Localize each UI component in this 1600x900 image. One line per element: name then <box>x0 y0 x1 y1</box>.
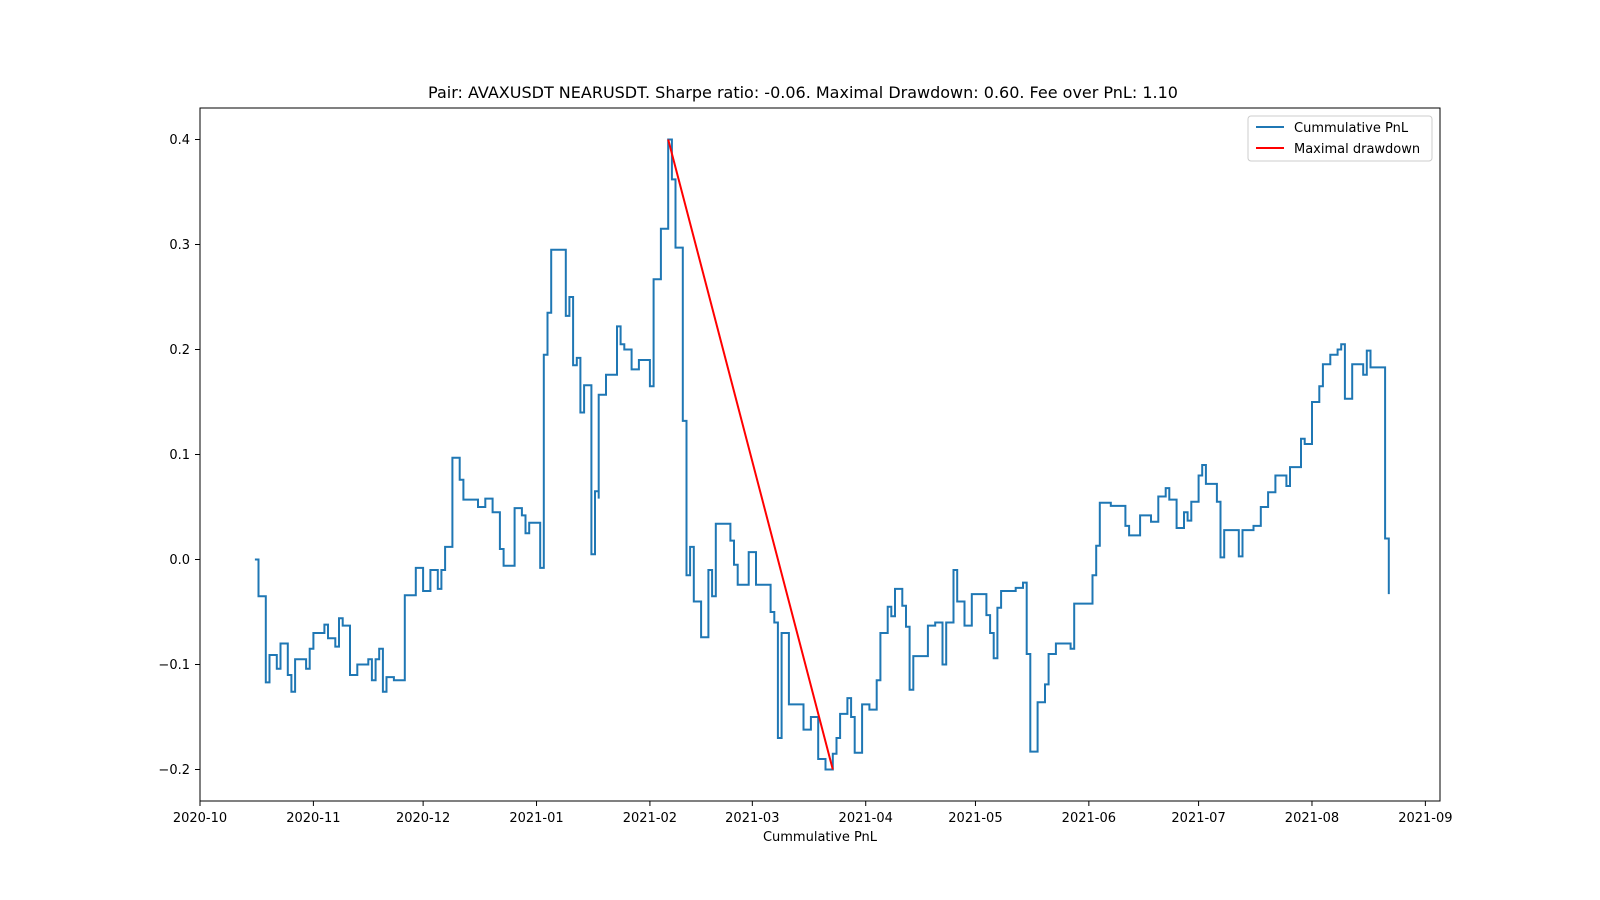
x-axis-label: Cummulative PnL <box>763 830 878 845</box>
x-tick-label: 2020-11 <box>286 811 340 826</box>
y-axis: −0.2 −0.1 0.0 0.1 0.2 0.3 0.4 <box>158 133 200 778</box>
y-tick-label: −0.1 <box>158 658 190 673</box>
y-tick-label: 0.1 <box>169 448 190 463</box>
legend-label-cumulative-pnl: Cummulative PnL <box>1294 121 1409 136</box>
series-line-maximal-drawdown <box>667 139 834 770</box>
legend: Cummulative PnL Maximal drawdown <box>1247 115 1433 162</box>
x-tick-label: 2020-10 <box>173 811 227 826</box>
x-tick-label: 2021-07 <box>1171 811 1225 826</box>
series-line-cumulative-pnl <box>254 138 1390 771</box>
chart-title: Pair: AVAXUSDT NEARUSDT. Sharpe ratio: -… <box>428 83 1178 102</box>
x-tick-label: 2020-12 <box>396 811 450 826</box>
x-tick-label: 2021-09 <box>1398 811 1452 826</box>
x-tick-label: 2021-06 <box>1062 811 1116 826</box>
legend-box <box>1247 115 1433 162</box>
y-tick-label: 0.2 <box>169 343 190 358</box>
x-axis: 2020-10 2020-11 2020-12 2021-01 2021-02 2021-… <box>173 801 1453 826</box>
x-tick-label: 2021-08 <box>1285 811 1339 826</box>
series-layer <box>254 138 1390 771</box>
x-tick-label: 2021-01 <box>509 811 563 826</box>
y-tick-label: 0.3 <box>169 238 190 253</box>
y-tick-label: −0.2 <box>158 763 190 778</box>
legend-label-maximal-drawdown: Maximal drawdown <box>1294 142 1420 157</box>
x-tick-label: 2021-02 <box>623 811 677 826</box>
y-tick-label: 0.0 <box>169 553 190 568</box>
x-tick-label: 2021-05 <box>948 811 1002 826</box>
x-tick-label: 2021-04 <box>839 811 893 826</box>
y-tick-label: 0.4 <box>169 133 190 148</box>
x-tick-label: 2021-03 <box>725 811 779 826</box>
